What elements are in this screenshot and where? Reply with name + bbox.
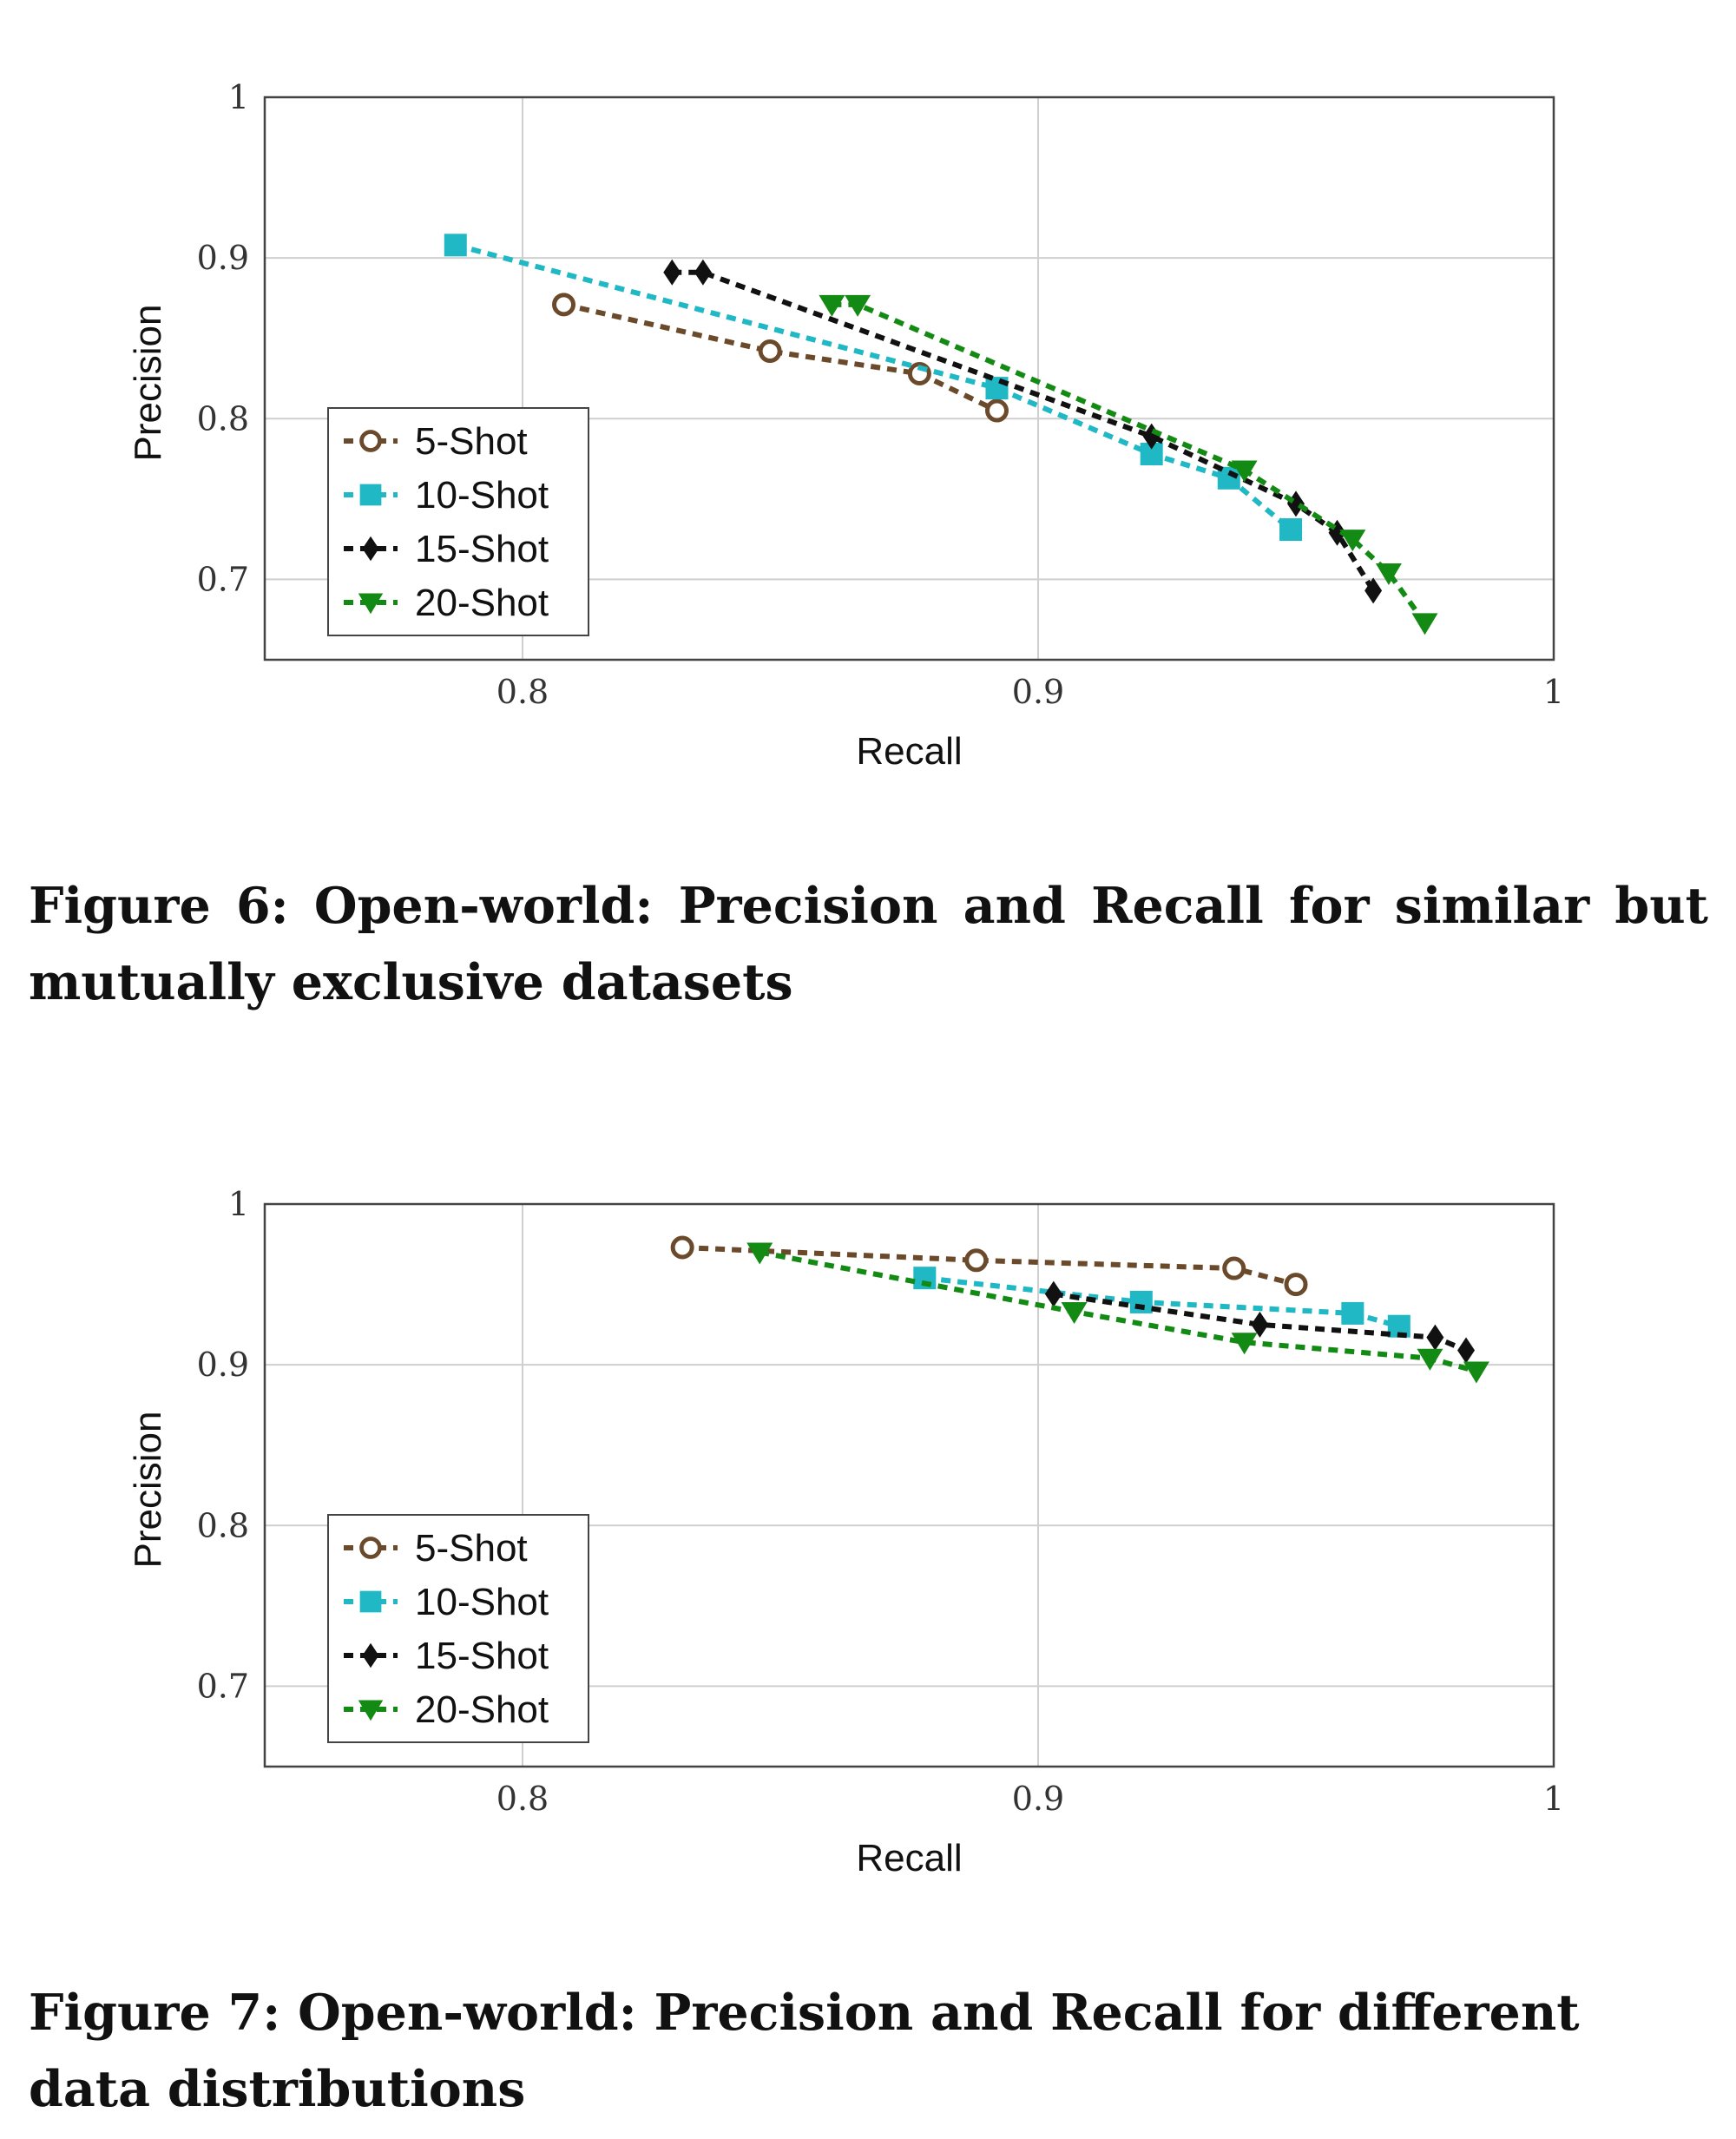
fig6-xaxis-label: Recall <box>856 730 962 773</box>
fig7-series-20-shot <box>746 1242 1489 1384</box>
fig7-legend-label: 20-Shot <box>415 1688 549 1731</box>
fig7-data-point <box>670 1235 694 1260</box>
fig6-legend-marker <box>362 536 379 562</box>
fig6-legend-label: 15-Shot <box>415 528 549 570</box>
fig7-xtick-label: 0.8 <box>496 1780 549 1818</box>
fig7-data-point <box>1463 1361 1489 1384</box>
fig7-series-line <box>759 1249 1477 1374</box>
fig6-ytick-label: 1 <box>228 78 249 116</box>
figure-6-caption: Figure 6: Open-world: Precision and Reca… <box>29 877 1708 1011</box>
fig7-legend-marker <box>362 1642 379 1668</box>
fig7-legend-marker <box>358 1700 384 1721</box>
fig6-series-15-shot <box>663 259 1383 604</box>
fig6-data-point <box>1339 530 1366 552</box>
fig6-legend-label: 10-Shot <box>415 474 549 517</box>
fig7-plot-frame <box>263 1202 1555 1768</box>
fig7-yaxis-label: Precision <box>127 1412 169 1569</box>
fig7-series-line <box>682 1244 1297 1287</box>
fig7-data-point <box>1341 1301 1364 1325</box>
fig7-series-15-shot <box>1044 1280 1476 1364</box>
fig7-legend-label: 5-Shot <box>415 1527 528 1570</box>
fig6-legend-marker <box>359 430 382 452</box>
fig7-xtick-label: 0.9 <box>1012 1780 1064 1818</box>
fig7-ytick-label: 1 <box>228 1185 249 1223</box>
fig7-legend: 5-Shot 10-Shot 15-Shot 20-Shot <box>327 1514 589 1743</box>
fig6-data-point <box>694 259 712 286</box>
fig7-ytick-label: 0.8 <box>197 1506 249 1544</box>
fig6-data-point <box>1279 518 1303 542</box>
fig6-legend-label: 20-Shot <box>415 582 549 624</box>
fig6-series-20-shot <box>819 294 1438 635</box>
fig7-data-point <box>1061 1302 1088 1325</box>
fig6-plot-frame <box>263 95 1555 661</box>
fig6-ytick-label: 0.7 <box>197 560 249 598</box>
fig6-data-point <box>444 234 467 257</box>
fig7-data-point <box>1044 1280 1062 1307</box>
fig7-data-point <box>1222 1256 1246 1280</box>
fig7-data-point <box>1284 1273 1308 1297</box>
fig6-data-point <box>845 294 871 317</box>
fig6-data-point <box>984 398 1009 423</box>
fig6-data-point <box>663 259 681 286</box>
figure-7-chart: 0.8 0.9 1 0.7 0.8 0.9 1 Recall Precision 5-Shot 10… <box>127 1185 1564 1879</box>
fig6-ytick-label: 0.8 <box>197 399 249 438</box>
figure-6-chart: 0.8 0.9 1 0.7 0.8 0.9 1 Recall Precision 5-Shot 10… <box>127 78 1564 773</box>
fig6-data-point <box>1411 613 1438 635</box>
fig7-data-point <box>746 1242 773 1265</box>
fig7-data-point <box>1231 1333 1258 1355</box>
fig7-ytick-label: 0.7 <box>197 1667 249 1705</box>
fig7-xtick-label: 1 <box>1543 1780 1564 1818</box>
fig6-series-line <box>562 301 998 413</box>
fig6-legend: 5-Shot 10-Shot 15-Shot 20-Shot <box>327 407 589 636</box>
fig6-xtick-label: 1 <box>1543 673 1564 711</box>
fig6-series-line <box>672 269 1376 592</box>
fig6-data-point <box>1375 563 1402 586</box>
fig7-ytick-label: 0.9 <box>197 1346 249 1384</box>
fig7-data-point <box>1417 1348 1443 1371</box>
fig6-yaxis-label: Precision <box>127 305 169 462</box>
fig6-ytick-label: 0.9 <box>197 239 249 277</box>
fig7-series-10-shot <box>913 1267 1410 1338</box>
fig7-data-point <box>1457 1337 1476 1364</box>
fig7-xaxis-label: Recall <box>856 1837 962 1879</box>
fig6-data-point <box>552 293 576 317</box>
figure-7-caption: Figure 7: Open-world: Precision and Reca… <box>29 1984 1580 2118</box>
fig6-xtick-label: 0.9 <box>1012 673 1064 711</box>
fig6-data-point <box>758 339 782 364</box>
fig6-series-line <box>832 301 1427 625</box>
fig6-legend-marker <box>358 593 384 615</box>
fig7-data-point <box>1251 1311 1269 1338</box>
fig7-data-point <box>1426 1324 1444 1351</box>
fig7-legend-label: 10-Shot <box>415 1581 549 1623</box>
fig7-data-point <box>1129 1290 1153 1313</box>
fig6-series-5-shot <box>552 293 1009 423</box>
fig6-data-point <box>1231 460 1258 483</box>
fig7-series-5-shot <box>670 1235 1308 1297</box>
fig6-legend-label: 5-Shot <box>415 420 528 463</box>
fig7-data-point <box>964 1248 989 1273</box>
fig7-legend-marker <box>359 1537 382 1559</box>
fig6-xtick-label: 0.8 <box>496 673 549 711</box>
fig7-series-line <box>924 1275 1400 1329</box>
fig7-legend-marker <box>359 1590 382 1613</box>
fig7-series-line <box>1053 1291 1468 1353</box>
fig7-legend-label: 15-Shot <box>415 1635 549 1677</box>
fig6-legend-marker <box>359 484 382 506</box>
fig6-data-point <box>819 294 845 317</box>
fig6-data-point <box>1364 577 1383 604</box>
